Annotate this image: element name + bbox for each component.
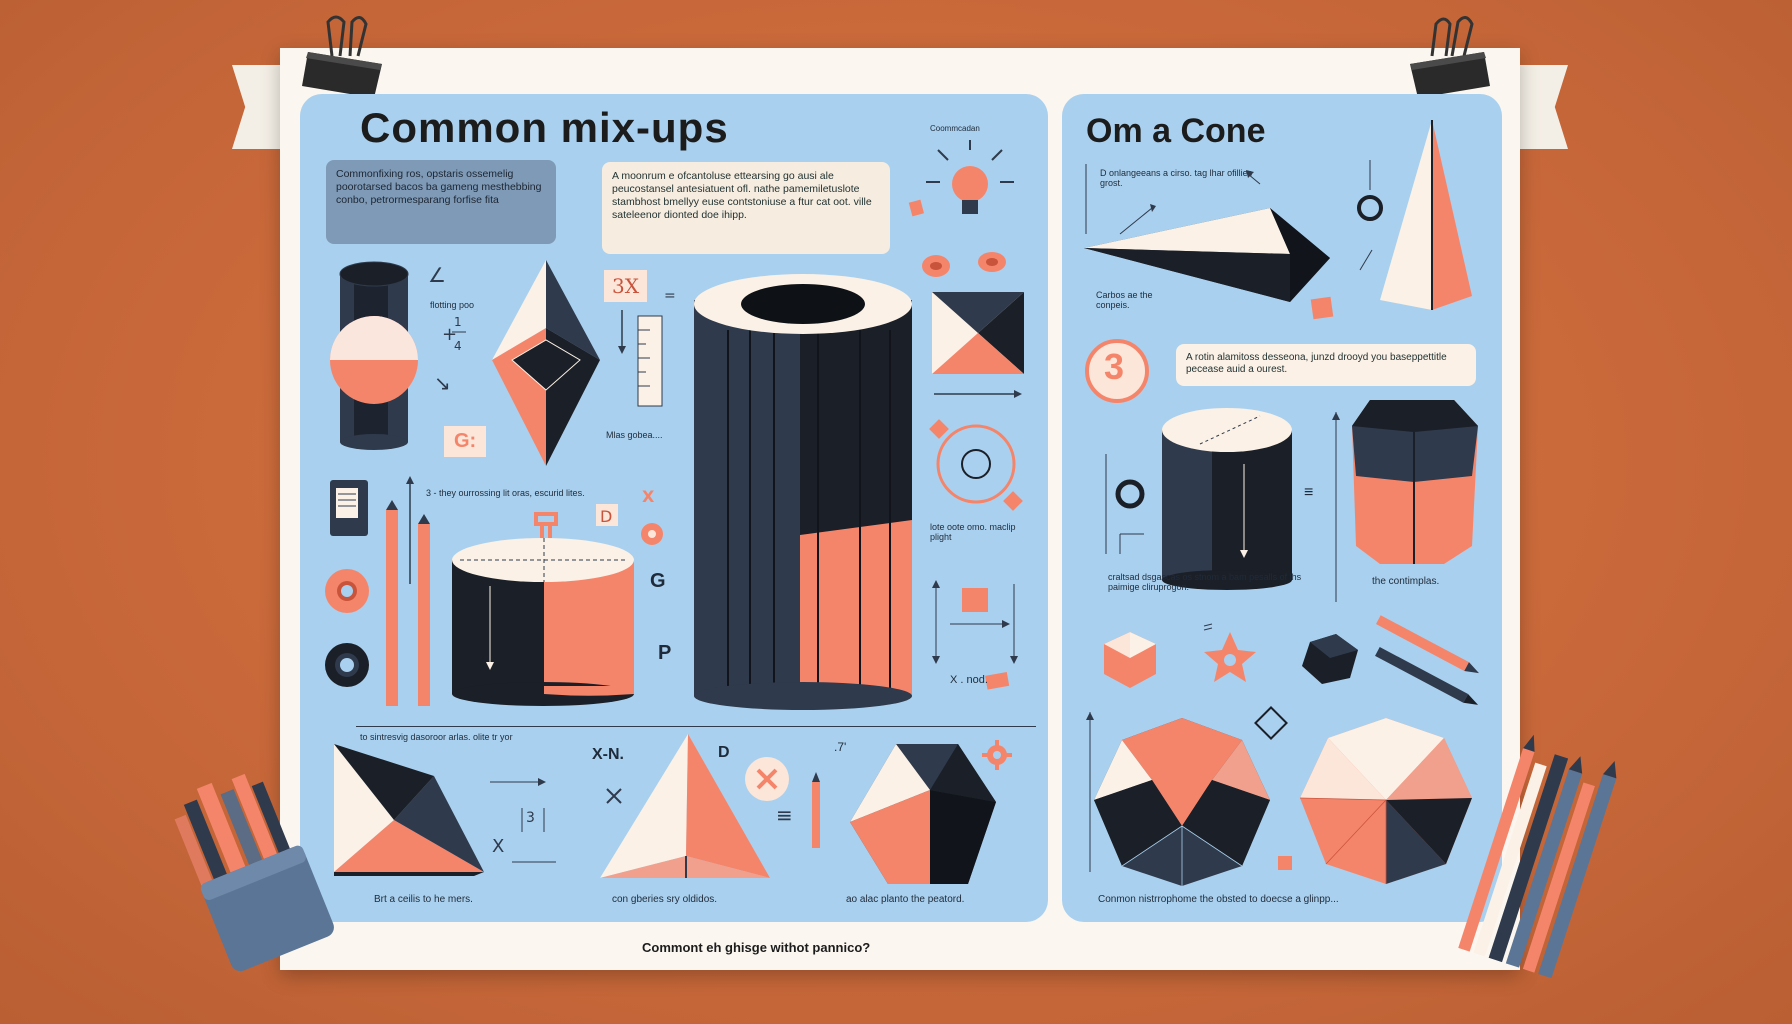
coral-x-circle-icon — [745, 757, 789, 801]
id-card-icon — [330, 480, 368, 536]
label-d: D — [718, 744, 730, 761]
two-tone-cylinder-shape — [452, 538, 634, 706]
caption-bottom-right: Conmon nistrrophome the obsted to doecse… — [1098, 894, 1339, 905]
label-g-box: G: — [444, 426, 487, 457]
label-xnod: X . nod. — [950, 674, 988, 686]
icosahedron-shape-2 — [1299, 718, 1472, 884]
label-flotting: flotting poo — [430, 300, 475, 310]
ruler-icon: = — [618, 288, 676, 407]
caption-3: ao alac planto the peatord. — [846, 894, 965, 905]
pencil-cup-icon — [174, 773, 334, 972]
caption-1: Brt a ceilis to he mers. — [374, 894, 473, 905]
svg-text:↘: ↘ — [434, 371, 451, 395]
label-contimplas: the contimplas. — [1372, 576, 1440, 587]
svg-text:3: 3 — [526, 810, 535, 826]
footer-text: Commont eh ghisge withot pannico? — [642, 940, 871, 955]
label-3x: 3X — [604, 270, 647, 302]
label-top-right: D onlangeeans a cirso. tag lhar ofillies… — [1100, 168, 1253, 188]
pencil-icon: ≡ — [776, 772, 820, 848]
cylinder-with-sphere — [330, 261, 418, 450]
tetrahedron-shape — [600, 734, 770, 878]
svg-text:D: D — [600, 507, 612, 526]
dimension-arrows — [932, 580, 1018, 690]
left-light-card: A moonrum e ofcantoluse ettearsing go au… — [602, 162, 890, 254]
small-coral-square — [1278, 856, 1292, 870]
gear-icon — [982, 740, 1012, 770]
octahedron-shape — [492, 260, 600, 466]
hollow-cylinder-shape — [694, 274, 912, 710]
pencils-icon — [386, 500, 430, 706]
hexagonal-prism-shape — [850, 744, 996, 884]
left-dark-card: Commonfixing ros, opstaris ossemelig poo… — [326, 160, 556, 244]
left-panel-title: Common mix-ups — [360, 104, 729, 151]
arrows-top-right — [1085, 164, 1261, 235]
small-coral-badge — [1310, 296, 1334, 320]
pencils-pair-icon — [1375, 615, 1479, 705]
svg-text:+: + — [442, 324, 457, 345]
lightbulb-icon — [908, 140, 1014, 217]
label-lote: lote oote omo. maclip plight — [930, 522, 1016, 542]
small-shapes-row — [1104, 623, 1358, 740]
number-badge: 3 — [1104, 346, 1125, 387]
svg-text:X: X — [492, 836, 504, 857]
label-mlas: Mlas gobea.... — [606, 430, 663, 440]
coral-ring-icon — [325, 569, 369, 613]
caption-2: con gberies sry oldidos. — [612, 894, 718, 905]
triangular-prism-shape — [334, 744, 484, 876]
label-middle: craltsad dsgascas os stnom a bam pesalls… — [1108, 572, 1302, 592]
pencil-bundle-icon — [1458, 734, 1617, 979]
svg-text:≡: ≡ — [776, 803, 793, 827]
number-badge-circle — [1085, 339, 1149, 403]
octagonal-prism-shape — [1352, 400, 1478, 564]
icosahedron-shape-1 — [1094, 718, 1270, 886]
math-symbols-bottom: 3 X — [490, 778, 556, 863]
equals-sign: ≡ — [1304, 484, 1314, 501]
right-cylinder-shape — [1105, 408, 1292, 590]
right-panel-title: Om a Cone — [1086, 112, 1266, 150]
arrow-vertical — [406, 476, 414, 584]
navy-ring-icon — [325, 643, 369, 687]
binder-clip-right-icon — [1410, 16, 1490, 98]
binder-clip-left-icon — [302, 15, 382, 98]
cycle-arrows-icon — [929, 390, 1023, 511]
ring-and-arrow-icon — [1357, 160, 1383, 271]
svg-text:X: X — [642, 487, 655, 506]
label-xn: X-N. — [592, 746, 624, 763]
x-mark-icon — [606, 788, 622, 804]
coral-rings-icon — [922, 252, 1006, 277]
svg-text:1: 1 — [454, 315, 462, 329]
label-bottom-note: to sintresvig dasoroor arlas. olite tr y… — [360, 732, 513, 742]
divider-line — [356, 726, 1036, 727]
label-g: G — [650, 570, 666, 592]
bulb-caption: Coommcadan — [930, 124, 980, 133]
svg-text:∠: ∠ — [428, 263, 446, 287]
label-p: P — [658, 642, 672, 664]
svg-text:=: = — [664, 288, 676, 304]
label-superscript: .7' — [834, 740, 847, 754]
arrow-left-vertical — [1086, 712, 1094, 872]
wedge-prism-shape — [1084, 208, 1330, 302]
cone-shape — [1380, 120, 1472, 310]
math-glyphs: ∠ + 1 4 ↘ — [428, 263, 466, 395]
label-underline: 3 - they ourrossing lit oras, escurid li… — [426, 488, 585, 498]
coral-symbols: D X — [534, 487, 663, 545]
right-card: A rotin alamitoss desseona, junzd drooyd… — [1176, 344, 1476, 386]
svg-text:4: 4 — [454, 339, 462, 353]
square-pyramid-top-view — [932, 292, 1024, 374]
arrow-vertical-right — [1332, 412, 1340, 602]
label-carbon: Carbos ae the conpeis. — [1096, 290, 1153, 310]
